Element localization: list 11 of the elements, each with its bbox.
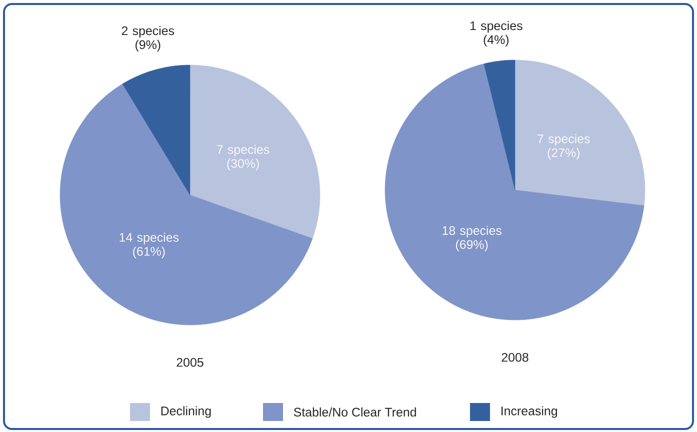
data-label: 7 species (30%) [217, 144, 270, 170]
legend-label: Stable/No Clear Trend [294, 407, 416, 417]
data-label: 14 species (61%) [120, 232, 179, 258]
text: 2005 [176, 358, 204, 367]
legend-label: Declining [161, 406, 211, 418]
legend-label: Increasing [502, 406, 558, 418]
text: 2008 [502, 352, 528, 362]
data-label: 7 species (27%) [538, 134, 590, 160]
data-label: 2 species (9%) [122, 26, 174, 52]
data-label: 18 species (69%) [442, 226, 502, 252]
data-label: 1 species (4%) [470, 20, 522, 47]
